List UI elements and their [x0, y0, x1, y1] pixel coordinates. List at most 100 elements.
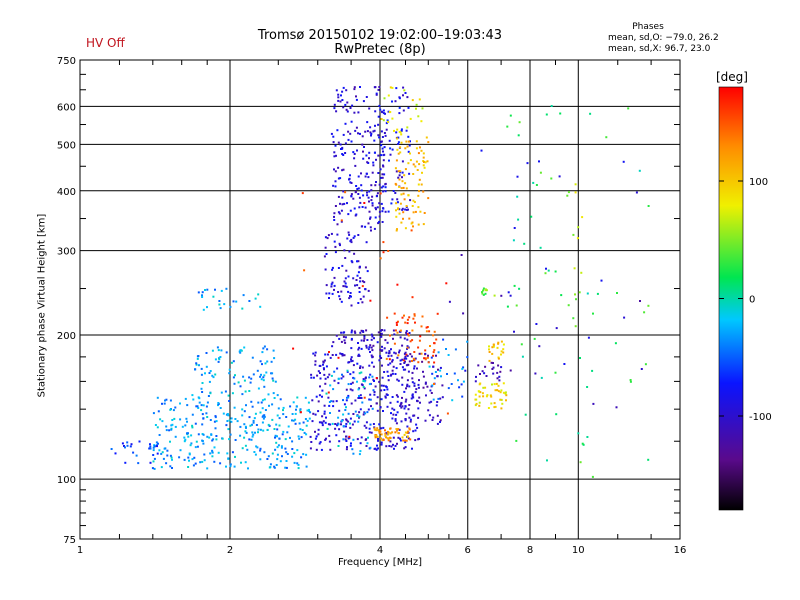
echo-point — [418, 339, 421, 342]
echo-point — [356, 188, 359, 190]
echo-point — [329, 412, 331, 414]
echo-point — [378, 359, 381, 362]
echo-point — [406, 383, 409, 386]
echo-point — [217, 451, 220, 454]
echo-point — [289, 436, 291, 439]
echo-point — [366, 161, 369, 164]
echo-point — [328, 292, 331, 295]
echo-point — [425, 136, 428, 139]
echo-point — [362, 150, 364, 153]
echo-point — [310, 373, 313, 376]
echo-point — [573, 267, 576, 270]
echo-point — [411, 99, 414, 102]
echo-point — [427, 354, 429, 357]
echo-point — [349, 292, 352, 294]
echo-point — [400, 401, 403, 404]
echo-point — [277, 444, 280, 447]
echo-point — [419, 401, 421, 404]
echo-point — [399, 171, 402, 174]
echo-point — [402, 217, 404, 220]
echo-point — [376, 427, 379, 430]
echo-point — [382, 251, 385, 254]
echo-point — [644, 363, 647, 366]
echo-point — [337, 416, 340, 419]
echo-point — [342, 106, 345, 109]
echo-point — [494, 389, 497, 392]
echo-point — [192, 398, 195, 401]
echo-point — [378, 183, 381, 186]
echo-point — [496, 377, 499, 380]
echo-point — [436, 401, 439, 403]
echo-point — [202, 417, 205, 420]
echo-point — [253, 451, 256, 453]
echo-point — [380, 357, 383, 359]
echo-point — [400, 141, 403, 144]
echo-point — [412, 199, 415, 202]
echo-point — [126, 441, 129, 444]
echo-point — [425, 394, 427, 397]
echo-point — [214, 373, 217, 376]
echo-point — [342, 399, 344, 402]
echo-point — [326, 353, 329, 356]
echo-point — [254, 431, 256, 434]
echo-point — [572, 317, 575, 320]
echo-point — [291, 419, 293, 422]
echo-point — [165, 398, 168, 401]
echo-point — [513, 227, 516, 229]
echo-point — [156, 452, 159, 455]
echo-point — [405, 353, 408, 356]
echo-point — [415, 423, 418, 426]
echo-point — [369, 373, 372, 376]
echo-point — [411, 329, 414, 332]
echo-point — [208, 436, 211, 439]
echo-point — [422, 152, 425, 155]
echo-point — [169, 408, 172, 411]
echo-point — [375, 181, 377, 183]
echo-point — [399, 359, 402, 362]
echo-point — [402, 211, 405, 214]
echo-point — [284, 447, 287, 450]
echo-point — [393, 129, 395, 132]
echo-point — [227, 457, 230, 460]
echo-point — [389, 86, 392, 89]
echo-point — [315, 435, 318, 438]
echo-point — [360, 339, 363, 342]
echo-point — [171, 419, 174, 421]
echo-point — [397, 136, 400, 139]
echo-point — [380, 335, 383, 338]
echo-point — [273, 357, 276, 360]
echo-point — [392, 337, 394, 340]
echo-point — [377, 429, 380, 432]
echo-point — [154, 445, 156, 448]
echo-point — [347, 361, 350, 364]
echo-point — [538, 160, 540, 163]
echo-point — [205, 365, 208, 368]
echo-point — [409, 438, 412, 441]
echo-point — [437, 351, 440, 354]
echo-point — [228, 438, 231, 441]
echo-point — [414, 429, 417, 432]
echo-point — [378, 380, 381, 383]
echo-point — [422, 223, 425, 226]
echo-point — [401, 316, 404, 319]
echo-point — [395, 159, 398, 162]
echo-point — [418, 396, 421, 399]
echo-point — [384, 432, 387, 435]
echo-point — [353, 153, 356, 155]
echo-point — [354, 410, 357, 413]
echo-point — [213, 446, 216, 449]
echo-point — [351, 448, 354, 451]
echo-point — [357, 271, 360, 274]
echo-point — [332, 184, 335, 187]
echo-point — [356, 149, 358, 152]
echo-point — [187, 435, 190, 438]
echo-point — [365, 445, 368, 447]
echo-point — [318, 421, 321, 424]
echo-point — [333, 240, 336, 243]
echo-point — [204, 372, 206, 375]
echo-point — [361, 401, 364, 404]
echo-point — [346, 101, 349, 104]
echo-point — [577, 432, 580, 435]
echo-point — [389, 432, 392, 435]
echo-point — [406, 145, 409, 148]
